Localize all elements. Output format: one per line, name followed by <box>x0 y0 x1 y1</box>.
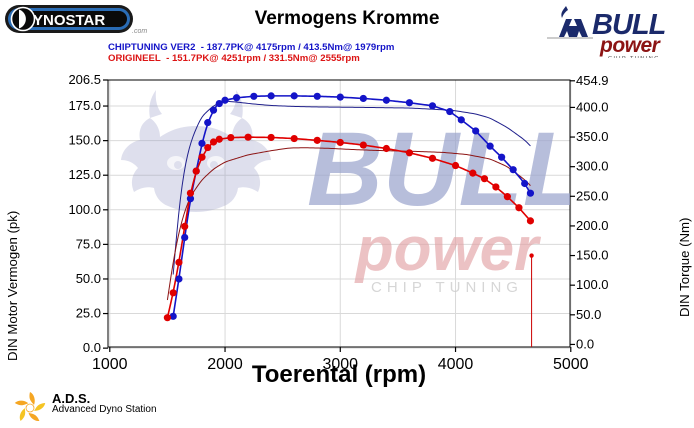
svg-text:300.0: 300.0 <box>576 159 609 174</box>
svg-text:200.0: 200.0 <box>576 218 609 233</box>
svg-text:BULL: BULL <box>307 111 587 228</box>
svg-text:3000: 3000 <box>322 356 358 373</box>
svg-text:350.0: 350.0 <box>576 129 609 144</box>
svg-text:206.5: 206.5 <box>68 72 101 87</box>
svg-text:175.0: 175.0 <box>68 98 101 113</box>
svg-text:454.9: 454.9 <box>576 73 609 88</box>
svg-text:400.0: 400.0 <box>576 99 609 114</box>
svg-text:100.0: 100.0 <box>68 202 101 217</box>
svg-text:50.0: 50.0 <box>76 271 101 286</box>
svg-text:50.0: 50.0 <box>576 307 601 322</box>
svg-text:power: power <box>354 215 541 284</box>
svg-text:150.0: 150.0 <box>68 133 101 148</box>
svg-text:0.0: 0.0 <box>576 336 594 351</box>
svg-text:4000: 4000 <box>438 356 474 373</box>
svg-text:25.0: 25.0 <box>76 306 101 321</box>
svg-text:125.0: 125.0 <box>68 167 101 182</box>
svg-text:75.0: 75.0 <box>76 236 101 251</box>
svg-text:2000: 2000 <box>207 356 243 373</box>
svg-text:150.0: 150.0 <box>576 248 609 263</box>
svg-text:100.0: 100.0 <box>576 277 609 292</box>
svg-text:1000: 1000 <box>92 356 128 373</box>
svg-text:0.0: 0.0 <box>83 340 101 355</box>
svg-text:CHIP TUNING: CHIP TUNING <box>371 279 523 296</box>
svg-text:250.0: 250.0 <box>576 188 609 203</box>
svg-text:5000: 5000 <box>553 356 589 373</box>
